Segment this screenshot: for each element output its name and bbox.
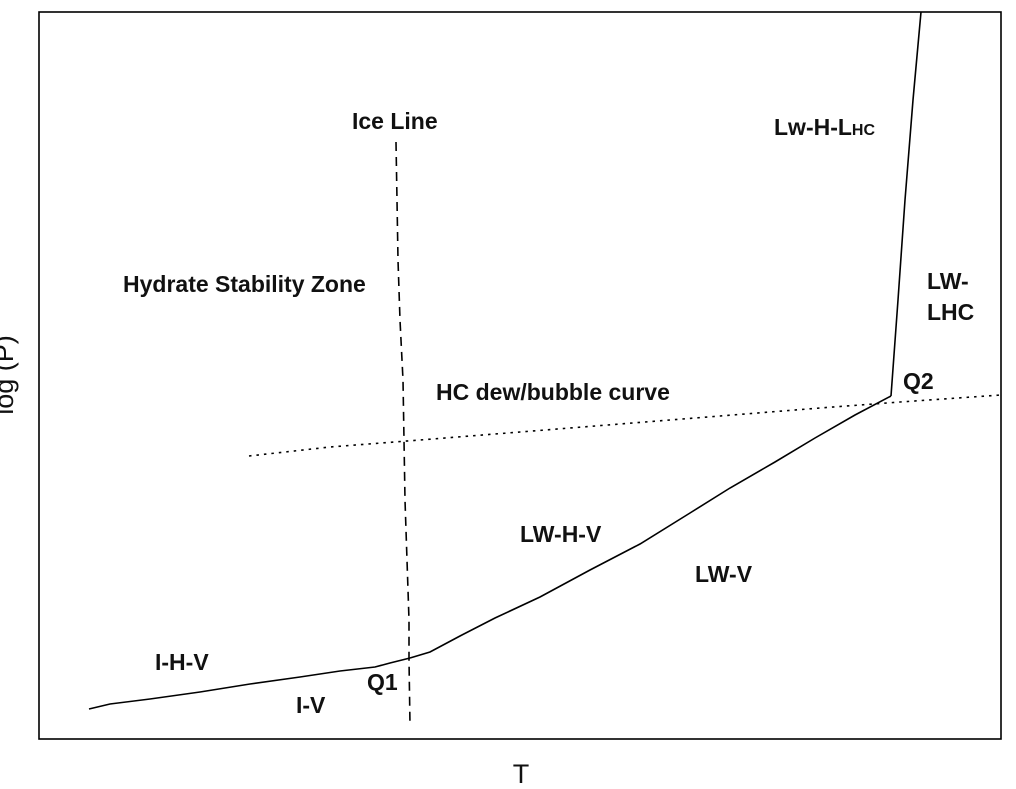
lw-h-v-curve: [409, 395, 892, 659]
lw-h-lhc-label: Lw-H-LHC: [774, 114, 875, 140]
lw-h-lhc-line: [890, 11, 922, 397]
hydrate-stability-zone-label: Hydrate Stability Zone: [123, 271, 366, 297]
ice-line-label: Ice Line: [352, 108, 438, 134]
i-h-v-label: I-H-V: [155, 649, 209, 675]
lw-lhc-label-line2: LHC: [927, 299, 974, 325]
i-v-label: I-V: [296, 692, 326, 718]
lw-v-label: LW-V: [695, 561, 753, 587]
q1-label: Q1: [367, 669, 398, 695]
i-h-v-line: [88, 657, 411, 710]
lw-h-v-label: LW-H-V: [520, 521, 602, 547]
y-axis-label: log (P): [0, 335, 19, 415]
plot-frame: [38, 11, 1002, 740]
hc-dew-bubble-curve-label: HC dew/bubble curve: [436, 379, 670, 405]
q2-label: Q2: [903, 368, 934, 394]
lw-lhc-label-line1: LW-: [927, 268, 969, 294]
x-axis-label: T: [513, 759, 530, 789]
ice-line: [395, 141, 411, 726]
